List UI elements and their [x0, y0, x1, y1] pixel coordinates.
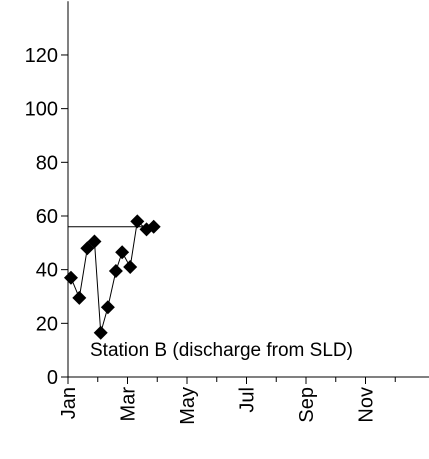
x-tick-label: Jan	[58, 387, 80, 419]
x-tick-label: Jul	[237, 387, 259, 413]
marker	[130, 214, 145, 229]
y-tick-label: 0	[47, 367, 58, 389]
marker	[115, 245, 130, 260]
y-tick-label: 60	[36, 206, 58, 228]
y-tick-label: 120	[25, 45, 58, 67]
x-tick-label: Sep	[296, 387, 318, 423]
marker	[146, 219, 161, 234]
marker	[123, 259, 138, 274]
x-tick-label: Mar	[118, 387, 140, 422]
marker	[93, 325, 108, 340]
y-tick-label: 100	[25, 99, 58, 121]
y-tick-label: 20	[36, 313, 58, 335]
x-tick-label: May	[177, 387, 199, 425]
y-tick-label: 40	[36, 260, 58, 282]
marker	[87, 234, 102, 249]
marker	[108, 263, 123, 278]
x-tick-label: Nov	[356, 387, 378, 423]
annotation: Station B (discharge from SLD)	[90, 340, 353, 361]
marker	[63, 270, 78, 285]
series-line	[70, 220, 154, 333]
marker	[100, 300, 115, 315]
marker	[72, 290, 87, 305]
y-tick-label: 80	[36, 152, 58, 174]
